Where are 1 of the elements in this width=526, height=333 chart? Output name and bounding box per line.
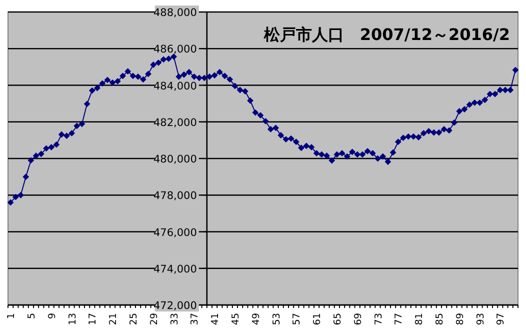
- title: 松戸市人口 2007/12～2016/2: [264, 25, 510, 44]
